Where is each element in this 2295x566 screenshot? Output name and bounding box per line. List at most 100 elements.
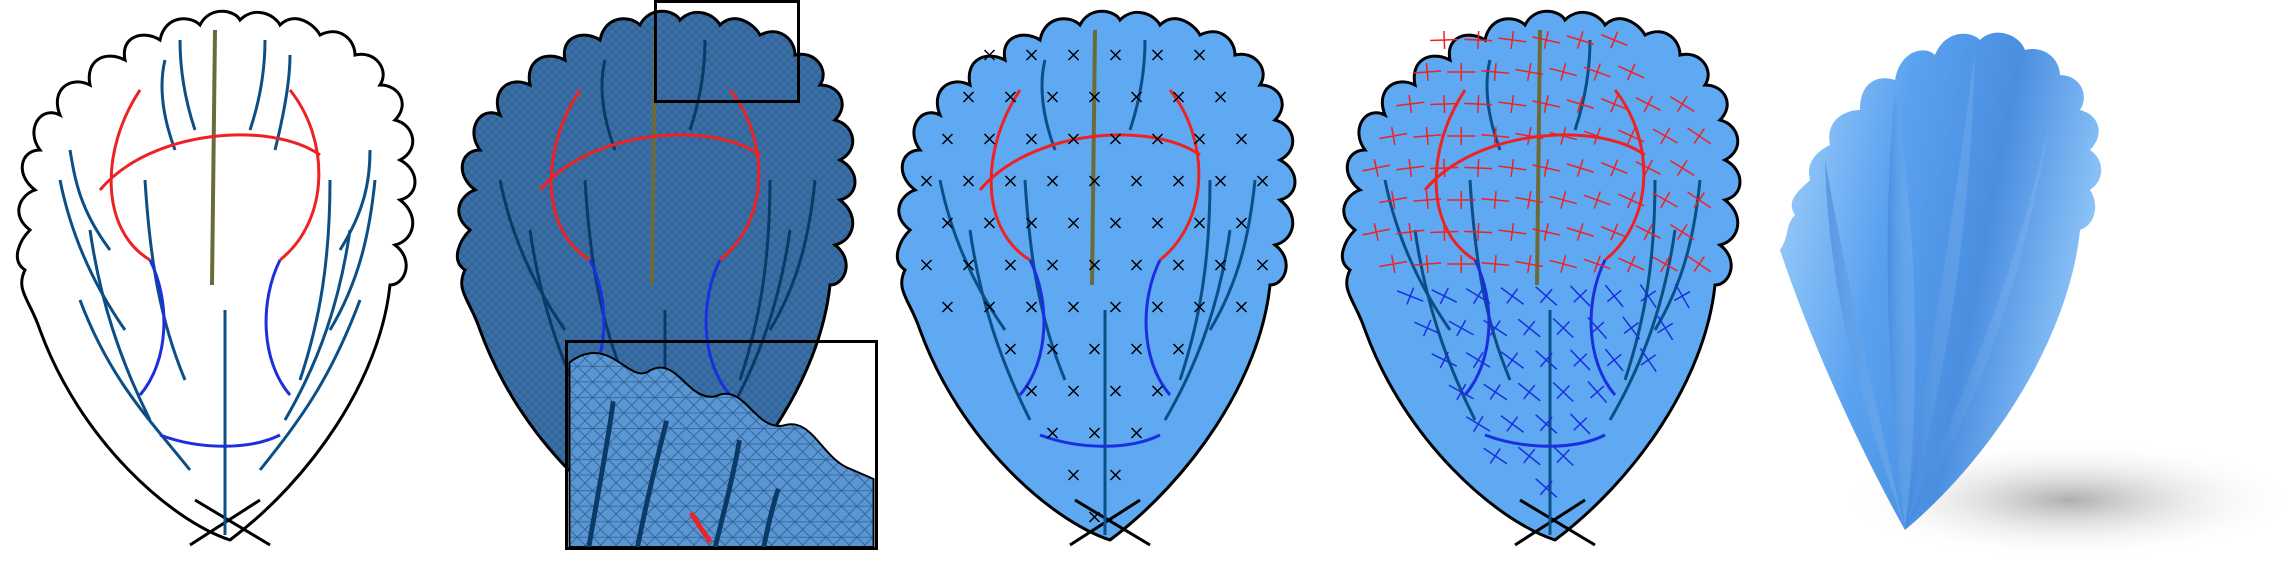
cross-mark	[1109, 49, 1122, 61]
frame-mark	[1600, 159, 1628, 177]
mesh-red-curves	[538, 89, 761, 262]
frame-mark	[1447, 190, 1476, 210]
cross-mark	[1025, 217, 1038, 229]
frame-mark	[1431, 351, 1458, 369]
cross-mark	[1088, 91, 1101, 103]
result-leaf	[1780, 32, 2102, 530]
frame-mark	[1481, 190, 1510, 210]
frame-mark	[1379, 255, 1408, 273]
frame-mark	[1500, 351, 1524, 369]
cross-mark	[1214, 175, 1227, 187]
frame-mark	[1517, 446, 1541, 466]
cross-mark	[941, 217, 954, 229]
cross-mark	[1025, 385, 1038, 397]
frame-mark	[1532, 223, 1561, 241]
crosses-red-curves	[978, 89, 1201, 262]
frame-mark	[1635, 95, 1662, 113]
crosses-midrib	[1090, 29, 1097, 286]
panel-crosses	[880, 0, 1320, 566]
cross-mark	[1130, 427, 1143, 439]
frame-mark	[1430, 158, 1459, 178]
frame-mark	[1498, 30, 1527, 50]
cross-mark	[1067, 385, 1080, 397]
cross-mark	[920, 175, 933, 187]
frame-mark	[1600, 223, 1628, 241]
frame-mark	[1583, 63, 1611, 81]
cross-mark	[1130, 259, 1143, 271]
cross-mark	[1067, 49, 1080, 61]
frame-marks-red	[1362, 30, 1712, 274]
frame-mark	[1669, 159, 1695, 177]
cross-mark	[1025, 301, 1038, 313]
crosses-blue-curves	[1018, 259, 1172, 448]
frame-mark	[1464, 158, 1493, 178]
cross-mark	[1025, 49, 1038, 61]
frame-mark	[1566, 95, 1594, 113]
frame-mark	[1566, 223, 1594, 241]
frame-mark	[1635, 223, 1662, 241]
frame-mark	[1652, 127, 1678, 145]
cross-mark	[1025, 133, 1038, 145]
frame-mark	[1379, 191, 1408, 209]
frame-mark	[1500, 415, 1524, 433]
cross-mark	[1109, 469, 1122, 481]
frame-mark	[1549, 191, 1577, 209]
cross-mark	[962, 259, 975, 271]
frame-mark	[1448, 319, 1474, 337]
frame-mark	[1447, 254, 1476, 274]
frame-mark	[1669, 223, 1695, 241]
cross-mark	[1172, 91, 1185, 103]
frame-mark	[1587, 381, 1608, 403]
cross-mark	[1067, 469, 1080, 481]
frame-mark	[1413, 254, 1442, 274]
sketch-svg	[15, 9, 417, 547]
inset-red-curve	[688, 511, 713, 544]
frame-mark	[1464, 94, 1493, 114]
midrib-vein	[210, 29, 217, 286]
frame-mark	[1587, 317, 1608, 339]
panel-sketch	[0, 0, 440, 566]
frame-marks-blue	[1396, 283, 1691, 498]
cross-mark	[1046, 175, 1059, 187]
cross-mark	[1130, 175, 1143, 187]
frame-mark	[1413, 190, 1442, 210]
frame-mark	[1464, 222, 1493, 242]
result-folds	[1825, 50, 2050, 530]
frame-mark	[1430, 94, 1459, 114]
frame-mark	[1362, 223, 1391, 241]
frame-mark	[1549, 127, 1577, 145]
frame-mark	[1481, 62, 1510, 82]
frame-mark	[1569, 349, 1591, 371]
frame-mark	[1430, 30, 1459, 50]
frame-mark	[1465, 287, 1491, 305]
cross-mark	[1088, 427, 1101, 439]
cross-mark	[1214, 91, 1227, 103]
frame-mark	[1431, 287, 1458, 305]
cross-mark	[1151, 217, 1164, 229]
frame-mark	[1566, 31, 1594, 49]
frame-mark	[1448, 383, 1474, 401]
frame-mark	[1583, 255, 1611, 273]
cross-mark	[1067, 301, 1080, 313]
cross-mark	[1109, 217, 1122, 229]
frame-mark	[1498, 222, 1527, 242]
cross-mark	[983, 49, 996, 61]
cross-mark	[1151, 49, 1164, 61]
cross-mark	[1088, 343, 1101, 355]
cross-mark	[983, 301, 996, 313]
frame-mark	[1413, 62, 1442, 82]
cross-mark	[1046, 259, 1059, 271]
cross-mark	[983, 133, 996, 145]
frame-mark	[1549, 255, 1577, 273]
frame-mark	[1535, 350, 1558, 370]
frame-mark	[1535, 478, 1558, 498]
frame-mark	[1687, 255, 1712, 273]
frame-mark	[1396, 94, 1425, 114]
panel-frame-field	[1325, 0, 1765, 566]
frame-mark	[1639, 284, 1657, 308]
frame-mark	[1652, 191, 1678, 209]
cross-mark	[983, 217, 996, 229]
frame-mark	[1447, 62, 1476, 82]
frame-mark	[1396, 222, 1425, 242]
frame-mark	[1515, 191, 1544, 209]
